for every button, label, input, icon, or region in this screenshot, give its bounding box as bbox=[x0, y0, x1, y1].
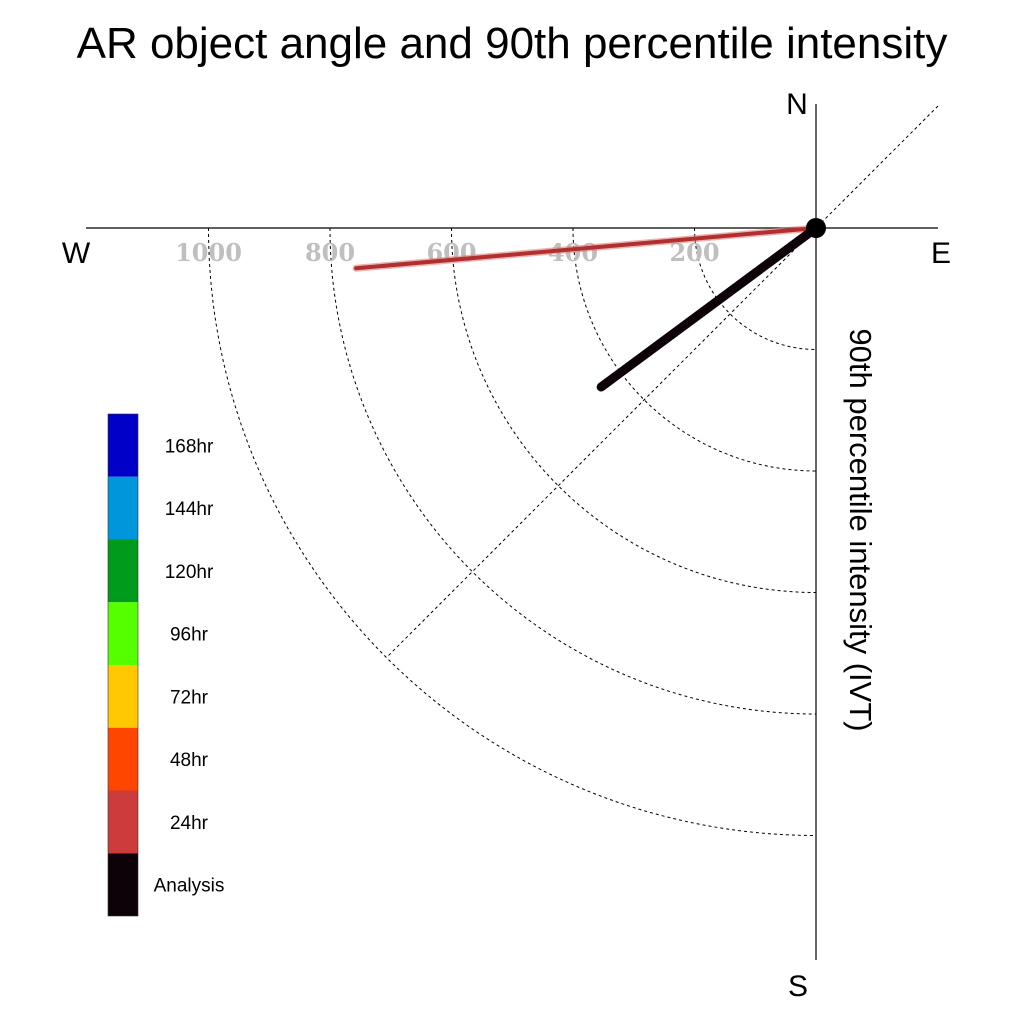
legend-label-72hr: 72hr bbox=[170, 687, 209, 708]
series-ray-analysis bbox=[596, 223, 821, 392]
legend-label-168hr: 168hr bbox=[165, 436, 214, 457]
legend-swatch-72hr bbox=[108, 665, 138, 728]
compass-west-label: W bbox=[62, 237, 91, 270]
series-group bbox=[352, 223, 821, 392]
legend: 168hr 144hr 120hr 96hr 72hr 48hr 24hr Analysis bbox=[107, 413, 225, 917]
legend-label-120hr: 120hr bbox=[165, 562, 214, 583]
grid-diagonal bbox=[386, 105, 939, 658]
chart-title: AR object angle and 90th percentile inte… bbox=[77, 19, 948, 68]
series-ray-24hr bbox=[354, 226, 818, 271]
legend-label-analysis: Analysis bbox=[154, 876, 225, 897]
legend-swatch-120hr bbox=[108, 539, 138, 603]
grid-arc-1000 bbox=[208, 227, 817, 836]
legend-label-48hr: 48hr bbox=[170, 750, 209, 771]
grid-arc-800 bbox=[329, 227, 817, 715]
tick-label-1000: 1000 bbox=[175, 238, 242, 267]
legend-label-24hr: 24hr bbox=[170, 813, 209, 834]
radial-axis-label: 90th percentile intensity (IVT) bbox=[843, 328, 878, 731]
legend-swatch-analysis bbox=[108, 853, 138, 916]
origin-marker bbox=[806, 218, 826, 238]
legend-label-144hr: 144hr bbox=[165, 499, 214, 520]
grid-arc-600 bbox=[451, 227, 817, 593]
legend-swatch-144hr bbox=[108, 476, 138, 540]
grid-arc-200 bbox=[694, 227, 817, 350]
legend-frame bbox=[107, 413, 139, 917]
legend-swatch-24hr bbox=[108, 790, 138, 854]
legend-swatch-168hr bbox=[108, 414, 138, 477]
compass-north-label: N bbox=[786, 88, 808, 121]
grid-arc-400 bbox=[572, 227, 817, 472]
legend-swatch-96hr bbox=[108, 602, 138, 665]
legend-label-96hr: 96hr bbox=[170, 625, 209, 646]
compass-south-label: S bbox=[788, 970, 808, 1003]
legend-swatch-48hr bbox=[108, 727, 138, 791]
tick-label-800: 800 bbox=[305, 238, 355, 267]
grid bbox=[208, 105, 939, 836]
compass-east-label: E bbox=[931, 237, 951, 270]
